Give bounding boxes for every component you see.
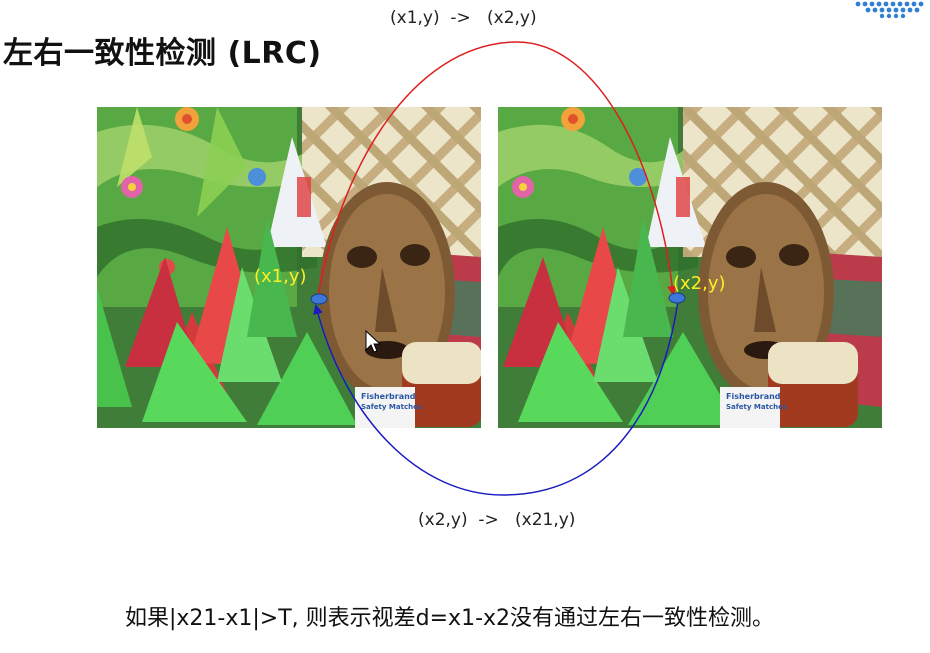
forward-mapping-equation: (x1,y) -> (x2,y) bbox=[390, 8, 537, 28]
slide-title: 左右一致性检测 (LRC) bbox=[3, 36, 322, 71]
left-stereo-image: Fisherbrand Safety Matches bbox=[97, 107, 481, 428]
right-sign-title: Safety Matches bbox=[726, 403, 787, 411]
logo-icon bbox=[855, 1, 924, 19]
right-sign-brand: Fisherbrand bbox=[726, 392, 781, 401]
left-sign-title: Safety Matches bbox=[361, 403, 422, 411]
right-stereo-image: Fisherbrand Safety Matches bbox=[498, 107, 882, 428]
backward-mapping-equation: (x2,y) -> (x21,y) bbox=[418, 510, 576, 530]
left-sign-brand: Fisherbrand bbox=[361, 392, 416, 401]
slide-caption: 如果|x21-x1|>T, 则表示视差d=x1-x2没有通过左右一致性检测。 bbox=[125, 606, 775, 631]
